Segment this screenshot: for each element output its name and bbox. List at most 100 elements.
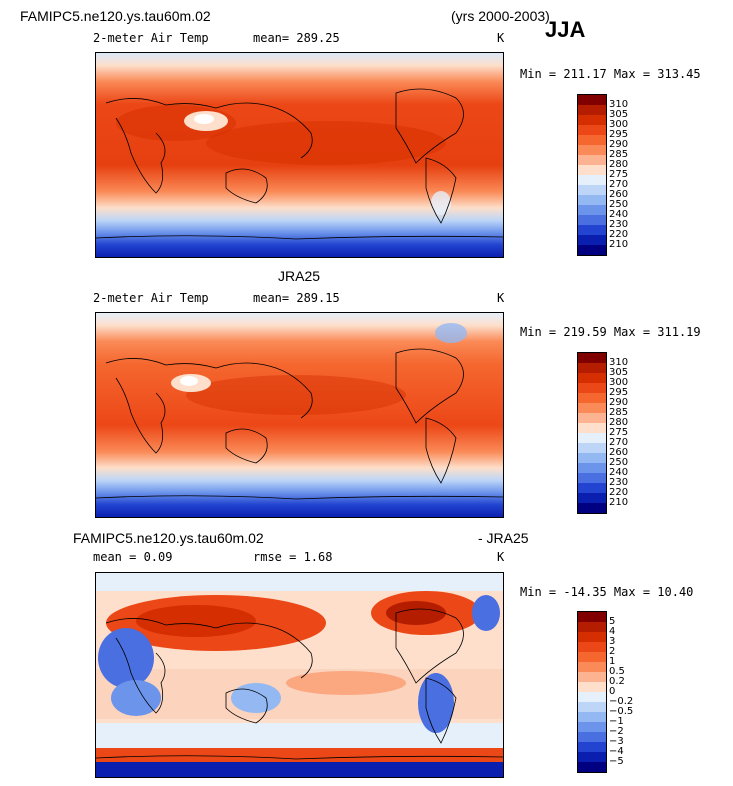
colorbar-swatch (578, 632, 606, 642)
colorbar-label: 300 (609, 119, 629, 130)
colorbar-label: 285 (609, 149, 629, 160)
colorbar-label: 250 (609, 457, 629, 468)
colorbar-swatch (578, 105, 606, 115)
mean-label: mean= 289.15 (253, 291, 340, 305)
difference-map (95, 572, 504, 778)
colorbar-swatch (578, 672, 606, 682)
colorbar-swatch (578, 95, 606, 105)
colorbar-label: 295 (609, 387, 629, 398)
colorbar-swatch (578, 712, 606, 722)
colorbar-swatch (578, 493, 606, 503)
colorbar-swatch (578, 195, 606, 205)
colorbar-swatch (578, 662, 606, 672)
colorbar-label: 280 (609, 159, 629, 170)
minmax-label: Min = -14.35 Max = 10.40 (520, 585, 694, 599)
colorbar-swatch (578, 762, 606, 772)
colorbar-swatch (578, 722, 606, 732)
colorbar-swatch (578, 612, 606, 622)
variable-label: 2-meter Air Temp (93, 291, 209, 305)
case-name: FAMIPC5.ne120.ys.tau60m.02 (20, 8, 211, 24)
colorbar-label: 260 (609, 189, 629, 200)
mean-label: mean= 289.25 (253, 31, 340, 45)
colorbar-label: 1 (609, 656, 616, 667)
minmax-label: Min = 211.17 Max = 313.45 (520, 67, 701, 81)
panel-title-right: - JRA25 (478, 530, 529, 546)
colorbar-label: −3 (609, 736, 624, 747)
colorbar-label: 310 (609, 357, 629, 368)
colorbar-label: 280 (609, 417, 629, 428)
colorbar-label: 230 (609, 219, 629, 230)
colorbar-swatch (578, 622, 606, 632)
colorbar-label: −2 (609, 726, 624, 737)
colorbar-label: 250 (609, 199, 629, 210)
colorbar-swatch (578, 135, 606, 145)
units-label: K (497, 31, 505, 45)
colorbar-swatch (578, 443, 606, 453)
colorbar-label: 230 (609, 477, 629, 488)
colorbar-label: −1 (609, 716, 624, 727)
colorbar-label: 210 (609, 239, 629, 250)
colorbar-label: 210 (609, 497, 629, 508)
colorbar-swatch (578, 453, 606, 463)
colorbar-label: −4 (609, 746, 624, 757)
colorbar-swatch (578, 702, 606, 712)
colorbar-difference (577, 611, 607, 773)
units-label: K (497, 550, 505, 564)
colorbar-swatch (578, 423, 606, 433)
colorbar-swatch (578, 652, 606, 662)
colorbar-swatch (578, 732, 606, 742)
colorbar-swatch (578, 403, 606, 413)
colorbar-swatch (578, 473, 606, 483)
colorbar-label: 220 (609, 229, 629, 240)
colorbar-label: 270 (609, 437, 629, 448)
temperature-map-model (95, 52, 504, 258)
colorbar-swatch (578, 185, 606, 195)
colorbar-swatch (578, 393, 606, 403)
colorbar-swatch (578, 353, 606, 363)
colorbar-label: 0 (609, 686, 616, 697)
colorbar-swatch (578, 235, 606, 245)
colorbar-swatch (578, 742, 606, 752)
years-label: (yrs 2000-2003) (451, 8, 550, 24)
colorbar-swatch (578, 383, 606, 393)
colorbar-label: 240 (609, 209, 629, 220)
variable-label: 2-meter Air Temp (93, 31, 209, 45)
colorbar-swatch (578, 483, 606, 493)
colorbar-model (577, 94, 607, 256)
rmse-label: rmse = 1.68 (253, 550, 333, 564)
colorbar-swatch (578, 373, 606, 383)
colorbar-swatch (578, 503, 606, 513)
colorbar-swatch (578, 682, 606, 692)
panel-title: JRA25 (278, 268, 321, 284)
colorbar-label: 295 (609, 129, 629, 140)
colorbar-label: 2 (609, 646, 616, 657)
colorbar-swatch (578, 205, 606, 215)
colorbar-swatch (578, 433, 606, 443)
colorbar-reanalysis (577, 352, 607, 514)
colorbar-swatch (578, 692, 606, 702)
colorbar-swatch (578, 155, 606, 165)
colorbar-swatch (578, 463, 606, 473)
colorbar-swatch (578, 642, 606, 652)
colorbar-label: 300 (609, 377, 629, 388)
colorbar-label: 290 (609, 397, 629, 408)
minmax-label: Min = 219.59 Max = 311.19 (520, 325, 701, 339)
colorbar-swatch (578, 145, 606, 155)
colorbar-swatch (578, 125, 606, 135)
colorbar-swatch (578, 413, 606, 423)
colorbar-swatch (578, 245, 606, 255)
colorbar-label: −0.2 (609, 696, 634, 707)
temperature-map-reanalysis (95, 312, 504, 518)
mean-label: mean = 0.09 (93, 550, 173, 564)
colorbar-label: −0.5 (609, 706, 634, 717)
colorbar-swatch (578, 225, 606, 235)
colorbar-swatch (578, 115, 606, 125)
panel-title-left: FAMIPC5.ne120.ys.tau60m.02 (73, 530, 264, 546)
colorbar-label: 240 (609, 467, 629, 478)
colorbar-label: 305 (609, 367, 629, 378)
colorbar-label: 4 (609, 626, 616, 637)
colorbar-label: 5 (609, 616, 616, 627)
season-label: JJA (545, 17, 586, 42)
colorbar-label: 0.2 (609, 676, 625, 687)
colorbar-label: −5 (609, 756, 624, 767)
